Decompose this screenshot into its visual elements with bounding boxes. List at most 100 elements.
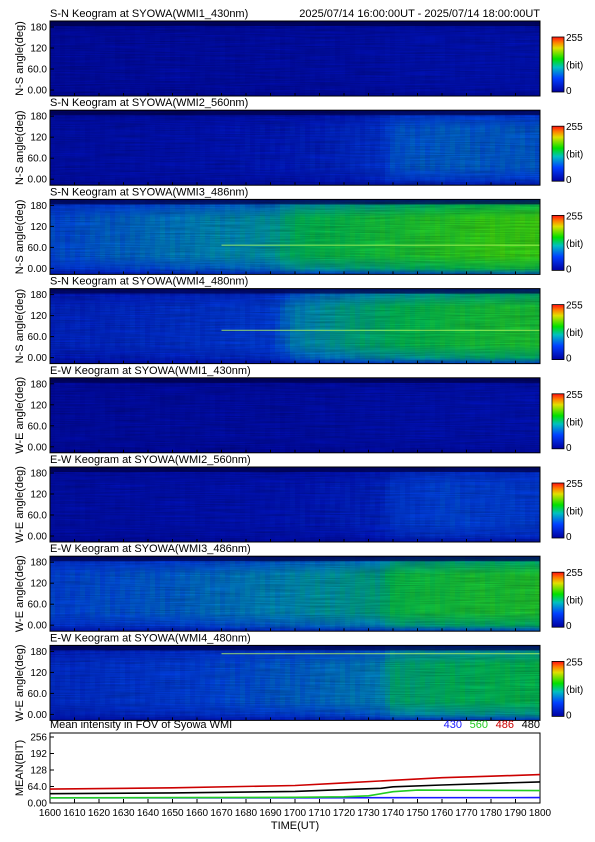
keogram-image xyxy=(50,556,540,632)
y-tick-label: 0.00 xyxy=(28,264,48,275)
x-tick-label: 1720 xyxy=(333,808,356,819)
keogram-panel: E-W Keogram at SYOWA(WMI3_486nm)180 120 60… xyxy=(14,543,583,632)
y-axis-label: W-E angle(deg) xyxy=(14,644,26,721)
colorbar xyxy=(551,125,565,182)
keogram-title: S-N Keogram at SYOWA(WMI3_486nm) xyxy=(50,186,248,198)
colorbar-max-label: 255 xyxy=(566,390,583,401)
colorbar xyxy=(551,482,565,539)
y-tick-label: 60.0 xyxy=(28,421,48,432)
colorbar xyxy=(551,393,565,450)
keogram-title: E-W Keogram at SYOWA(WMI4_480nm) xyxy=(50,632,251,644)
y-tick-label: 60.0 xyxy=(28,332,48,343)
line-y-tick-label: 256 xyxy=(30,733,47,744)
x-axis-label: TIME(UT) xyxy=(271,820,319,832)
colorbar-min-label: 0 xyxy=(566,86,572,97)
colorbar xyxy=(551,661,565,717)
keogram-title: S-N Keogram at SYOWA(WMI2_560nm) xyxy=(50,97,248,109)
x-tick-label: 1610 xyxy=(63,808,86,819)
keogram-panel: E-W Keogram at SYOWA(WMI1_430nm)180 120 60… xyxy=(14,365,583,454)
line-chart-title: Mean intensity in FOV of Syowa WMI xyxy=(50,719,232,731)
colorbar-min-label: 0 xyxy=(566,354,572,365)
colorbar-min-label: 0 xyxy=(566,443,572,454)
y-tick-label: 60.0 xyxy=(28,154,48,165)
y-tick-label: 120 xyxy=(30,133,47,144)
colorbar-unit-label: (bit) xyxy=(566,507,583,518)
y-tick-label: 60.0 xyxy=(28,243,48,254)
y-tick-label: 120 xyxy=(30,400,47,411)
colorbar-min-label: 0 xyxy=(566,710,572,721)
x-tick-label: 1630 xyxy=(112,808,135,819)
legend-entry: 430 xyxy=(444,719,462,731)
keogram-image xyxy=(50,645,540,721)
keogram-image xyxy=(50,110,540,186)
x-tick-label: 1770 xyxy=(455,808,478,819)
keogram-image xyxy=(50,467,540,542)
x-tick-label: 1780 xyxy=(480,808,503,819)
x-tick-label: 1730 xyxy=(357,808,380,819)
y-tick-label: 0.00 xyxy=(28,86,48,97)
y-axis-label: N-S angle(deg) xyxy=(14,110,26,185)
x-tick-label: 1600 xyxy=(39,808,62,819)
y-tick-label: 120 xyxy=(30,490,47,501)
colorbar xyxy=(551,304,565,361)
colorbar-max-label: 255 xyxy=(566,33,583,44)
keogram-panel: S-N Keogram at SYOWA(WMI4_480nm)180 120 60… xyxy=(14,276,583,365)
y-tick-label: 120 xyxy=(30,44,47,55)
y-tick-label: 60.0 xyxy=(28,689,48,700)
x-tick-label: 1740 xyxy=(382,808,405,819)
keogram-panel: S-N Keogram at SYOWA(WMI3_486nm)180 120 60… xyxy=(14,186,583,275)
keogram-title: S-N Keogram at SYOWA(WMI4_480nm) xyxy=(50,276,248,288)
colorbar-min-label: 0 xyxy=(566,532,572,543)
keogram-image xyxy=(50,377,540,453)
y-tick-label: 0.00 xyxy=(28,353,48,364)
keogram-image xyxy=(50,288,540,364)
x-tick-label: 1700 xyxy=(284,808,307,819)
colorbar-min-label: 0 xyxy=(566,175,572,186)
keogram-image xyxy=(50,199,540,275)
colorbar-max-label: 255 xyxy=(566,479,583,490)
y-tick-label: 0.00 xyxy=(28,710,48,721)
colorbar-unit-label: (bit) xyxy=(566,328,583,339)
colorbar xyxy=(551,571,565,628)
keogram-title: E-W Keogram at SYOWA(WMI2_560nm) xyxy=(50,454,251,466)
x-tick-label: 1650 xyxy=(161,808,184,819)
colorbar-unit-label: (bit) xyxy=(566,61,583,72)
colorbar-unit-label: (bit) xyxy=(566,417,583,428)
y-tick-label: 0.00 xyxy=(28,175,48,186)
x-tick-label: 1710 xyxy=(308,808,331,819)
y-axis-label: W-E angle(deg) xyxy=(14,555,26,632)
x-tick-label: 1680 xyxy=(235,808,258,819)
colorbar-unit-label: (bit) xyxy=(566,685,583,696)
line-y-tick-label: 0.00 xyxy=(28,799,48,810)
series-line-480 xyxy=(49,781,541,795)
colorbar-min-label: 0 xyxy=(566,264,572,275)
y-tick-label: 60.0 xyxy=(28,65,48,76)
x-tick-label: 1660 xyxy=(186,808,209,819)
x-tick-label: 1760 xyxy=(431,808,454,819)
y-tick-label: 120 xyxy=(30,579,47,590)
colorbar-max-label: 255 xyxy=(566,211,583,222)
y-tick-label: 0.00 xyxy=(28,532,48,543)
line-y-tick-label: 64.0 xyxy=(28,782,48,793)
keogram-panel: S-N Keogram at SYOWA(WMI2_560nm)180 120 60… xyxy=(14,97,583,186)
x-tick-label: 1750 xyxy=(406,808,429,819)
colorbar xyxy=(551,36,565,93)
time-range-label: 2025/07/14 16:00:00UT - 2025/07/14 18:00… xyxy=(299,8,540,20)
colorbar-max-label: 255 xyxy=(566,568,583,579)
y-tick-label: 180 xyxy=(30,379,47,390)
colorbar-unit-label: (bit) xyxy=(566,239,583,250)
x-tick-label: 1670 xyxy=(210,808,233,819)
y-tick-label: 180 xyxy=(30,112,47,123)
y-tick-label: 60.0 xyxy=(28,600,48,611)
keogram-panel: E-W Keogram at SYOWA(WMI4_480nm)180 120 60… xyxy=(14,632,583,721)
x-tick-label: 1640 xyxy=(137,808,160,819)
x-tick-label: 1790 xyxy=(504,808,527,819)
y-axis-label: N-S angle(deg) xyxy=(14,21,26,96)
series-line-560 xyxy=(49,789,541,799)
y-tick-label: 60.0 xyxy=(28,511,48,522)
y-tick-label: 120 xyxy=(30,222,47,233)
keogram-panel: S-N Keogram at SYOWA(WMI1_430nm) 2025/07/… xyxy=(14,8,583,97)
legend-entry: 560 xyxy=(470,719,488,731)
keogram-image xyxy=(50,21,540,96)
colorbar-max-label: 255 xyxy=(566,657,583,668)
